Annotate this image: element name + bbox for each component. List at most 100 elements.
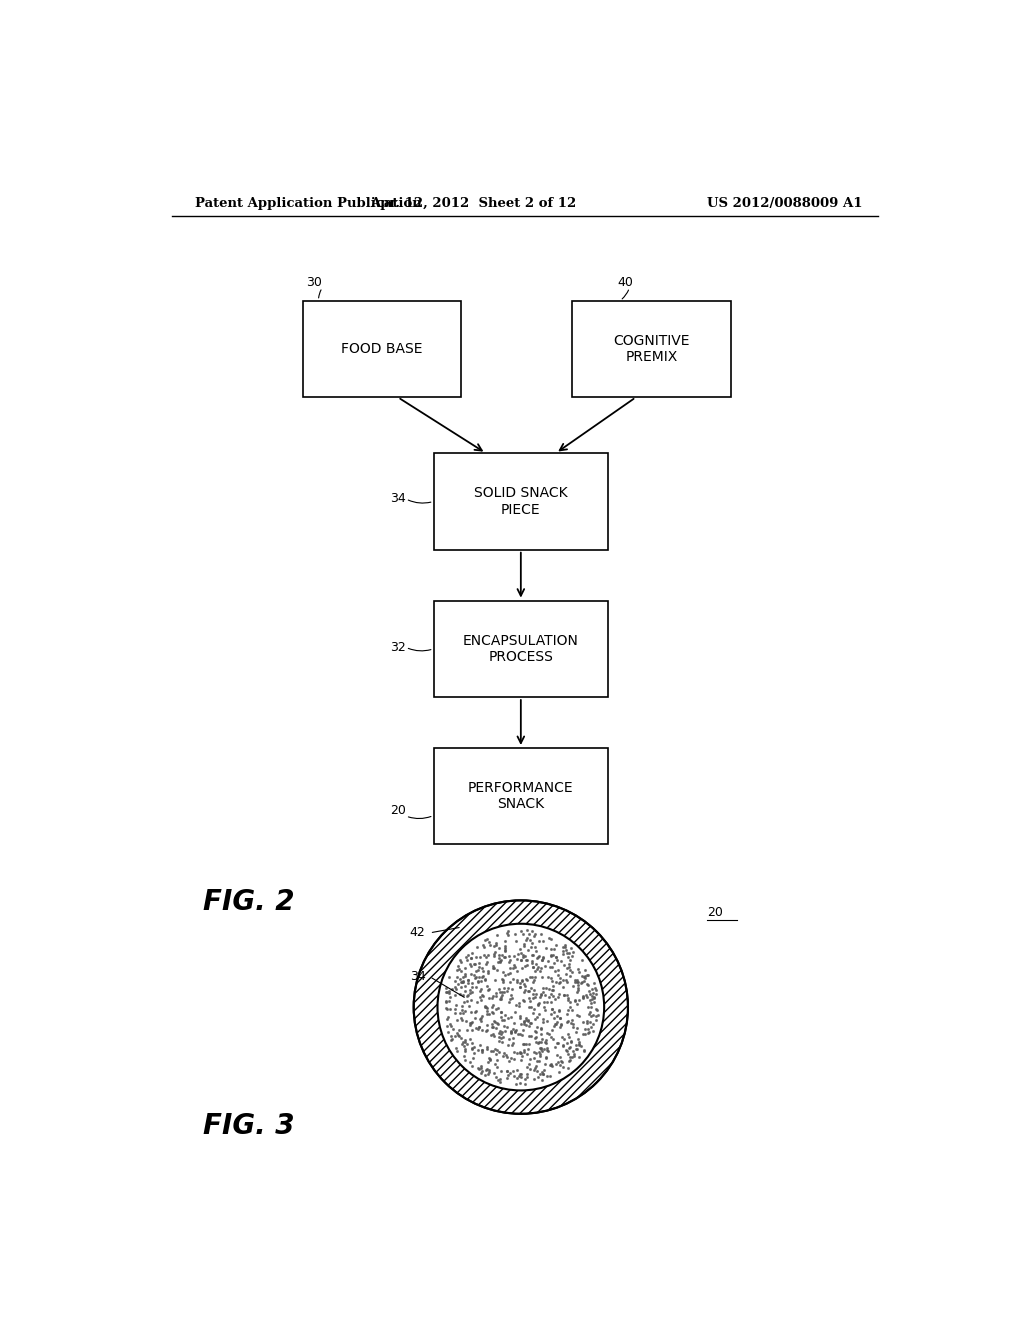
Point: [503, 985, 519, 1006]
Point: [527, 1027, 544, 1048]
Point: [522, 1012, 539, 1034]
Point: [574, 987, 591, 1008]
Point: [548, 946, 564, 968]
Point: [446, 985, 463, 1006]
Point: [478, 1039, 495, 1060]
Point: [545, 1056, 561, 1077]
Point: [456, 1035, 472, 1056]
Point: [554, 977, 570, 998]
Point: [518, 929, 535, 950]
Point: [454, 995, 470, 1016]
Point: [449, 1010, 465, 1031]
Point: [555, 937, 571, 958]
Point: [524, 956, 541, 977]
Point: [485, 958, 502, 979]
Point: [508, 931, 524, 952]
Point: [457, 1040, 473, 1061]
Point: [538, 1047, 554, 1068]
Point: [547, 960, 563, 981]
Point: [523, 966, 540, 987]
Point: [480, 1061, 497, 1082]
Point: [522, 968, 539, 989]
Point: [537, 1053, 553, 1074]
Point: [468, 1018, 484, 1039]
Point: [528, 941, 545, 962]
Point: [558, 942, 574, 964]
Point: [474, 1040, 490, 1061]
Point: [459, 1019, 475, 1040]
Point: [487, 1039, 504, 1060]
Point: [526, 1008, 543, 1030]
Point: [477, 997, 494, 1018]
Point: [553, 1051, 569, 1072]
Point: [520, 939, 537, 960]
Point: [546, 1007, 562, 1028]
Point: [546, 1002, 562, 1023]
Point: [531, 1038, 548, 1059]
Point: [497, 940, 513, 961]
Point: [547, 989, 563, 1010]
Point: [474, 985, 490, 1006]
Point: [522, 936, 539, 957]
Point: [519, 949, 536, 970]
Point: [562, 965, 579, 986]
Point: [588, 983, 604, 1005]
Point: [526, 1027, 543, 1048]
Point: [561, 1026, 578, 1047]
Point: [531, 945, 548, 966]
Point: [485, 1002, 502, 1023]
Point: [490, 1022, 507, 1043]
Point: [486, 942, 503, 964]
Point: [511, 995, 527, 1016]
Point: [552, 1007, 568, 1028]
Point: [440, 1007, 457, 1028]
Point: [460, 973, 476, 994]
Point: [519, 1064, 536, 1085]
Point: [548, 972, 564, 993]
Point: [514, 957, 530, 978]
Point: [549, 1044, 565, 1065]
Point: [580, 1022, 596, 1043]
Point: [480, 1048, 497, 1069]
Point: [469, 937, 485, 958]
Text: 32: 32: [390, 640, 406, 653]
Point: [438, 998, 455, 1019]
Point: [483, 1002, 500, 1023]
Point: [472, 946, 488, 968]
Point: [567, 1022, 584, 1043]
Point: [486, 941, 503, 962]
Point: [473, 1010, 489, 1031]
Point: [492, 1071, 508, 1092]
Point: [492, 1020, 508, 1041]
Point: [450, 1024, 466, 1045]
Point: [538, 1032, 554, 1053]
Point: [564, 975, 581, 997]
Point: [556, 954, 572, 975]
Point: [555, 944, 571, 965]
Point: [585, 1014, 601, 1035]
Point: [551, 999, 567, 1020]
Point: [562, 937, 579, 958]
Point: [545, 944, 561, 965]
Point: [561, 953, 578, 974]
Point: [470, 972, 486, 993]
Point: [534, 985, 550, 1006]
Point: [477, 997, 494, 1018]
Point: [529, 1032, 546, 1053]
Point: [467, 1002, 483, 1023]
Point: [578, 985, 594, 1006]
Point: [561, 960, 578, 981]
Point: [515, 1034, 531, 1055]
Text: FIG. 3: FIG. 3: [204, 1111, 295, 1140]
Point: [458, 958, 474, 979]
Point: [560, 1023, 577, 1044]
Point: [560, 999, 577, 1020]
Point: [553, 1014, 569, 1035]
Point: [499, 1061, 515, 1082]
Point: [488, 1012, 505, 1034]
Point: [450, 956, 466, 977]
Point: [464, 1032, 480, 1053]
Point: [543, 929, 559, 950]
Point: [514, 1024, 530, 1045]
Point: [536, 931, 552, 952]
